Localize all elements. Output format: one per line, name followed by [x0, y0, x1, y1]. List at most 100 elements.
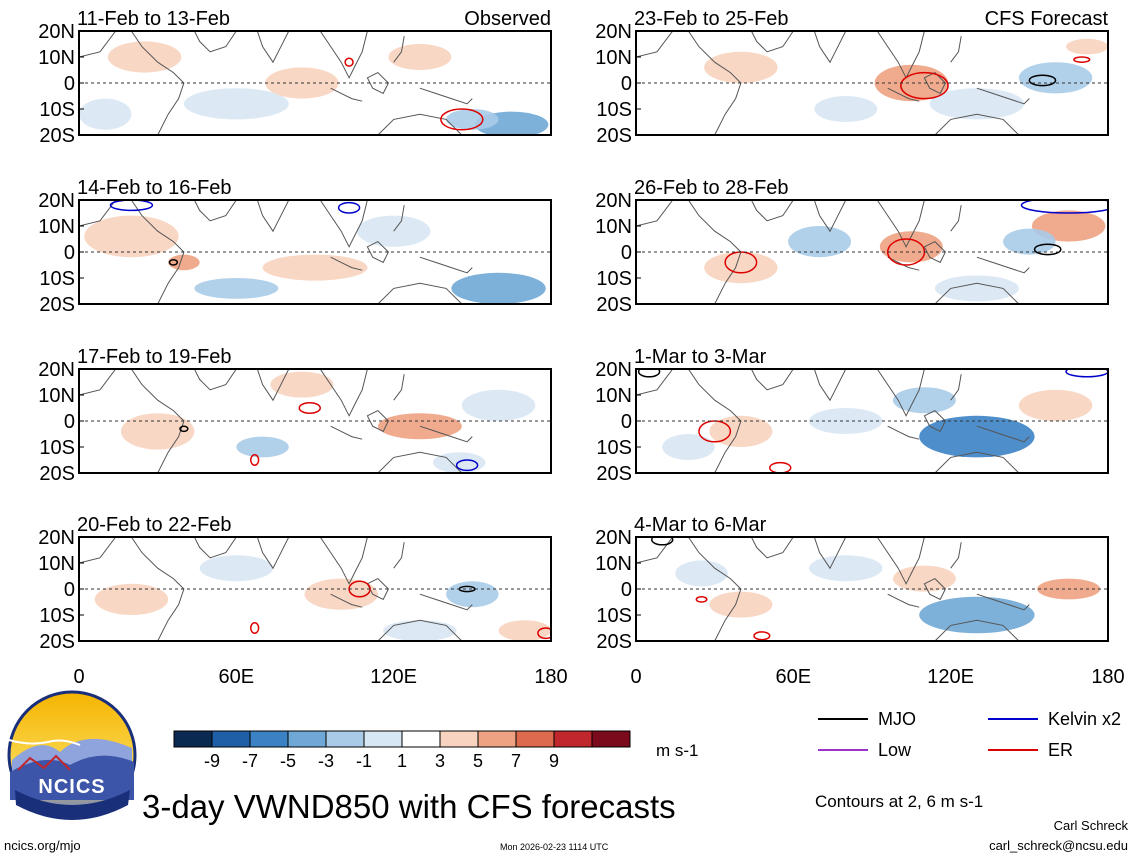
coastline: [813, 537, 847, 570]
coastline: [950, 36, 962, 63]
anomaly-shading: [1018, 389, 1093, 421]
coastline: [319, 369, 368, 417]
lat-tick-label: 10S: [39, 605, 75, 627]
lat-tick-label: 0: [621, 579, 632, 601]
lat-tick-label: 0: [64, 579, 75, 601]
coastline: [256, 369, 290, 402]
coastline: [636, 200, 742, 304]
lon-tick-label: 60E: [776, 666, 812, 688]
colorbar-tick-label: 9: [549, 751, 559, 771]
wave-contour: [900, 71, 949, 100]
coastline: [393, 36, 405, 63]
coastline: [193, 200, 237, 222]
lon-tick-label: 0: [73, 666, 84, 688]
contour-note: Contours at 2, 6 m s-1: [815, 792, 984, 811]
anomaly-shading: [814, 96, 878, 122]
lat-tick-label: 20S: [596, 463, 632, 485]
wave-contour: [637, 369, 661, 378]
coastline: [636, 31, 742, 135]
wave-contour: [1073, 56, 1091, 63]
lon-tick-label: 60E: [219, 666, 255, 688]
lat-tick-label: 20S: [39, 125, 75, 147]
coastline: [950, 374, 962, 401]
panel-date-label: 11-Feb to 13-Feb: [77, 8, 230, 30]
footer-author: Carl Schreck: [1053, 818, 1128, 833]
lat-tick-label: 20N: [38, 359, 75, 381]
coastline: [193, 31, 237, 53]
coastline: [330, 87, 363, 102]
coastline: [256, 31, 290, 64]
coastline: [750, 200, 794, 222]
lat-tick-label: 20N: [595, 359, 632, 381]
legend-label: ER: [1048, 740, 1073, 760]
wave-contour: [298, 402, 321, 414]
lat-tick-label: 20S: [39, 294, 75, 316]
anomaly-shading: [662, 434, 715, 460]
lat-tick-label: 20N: [595, 527, 632, 549]
coastline: [887, 87, 920, 102]
colorbar-tick-label: 1: [397, 751, 407, 771]
panel-date-label: 4-Mar to 6-Mar: [634, 514, 767, 536]
lat-tick-label: 10S: [596, 99, 632, 121]
lat-tick-label: 20S: [39, 631, 75, 653]
wave-contour: [1028, 74, 1057, 87]
coastline: [377, 113, 463, 135]
lat-tick-label: 0: [621, 242, 632, 264]
coastline: [750, 369, 794, 391]
coastline: [319, 537, 368, 585]
colorbar-swatch: [591, 730, 631, 748]
footer-url[interactable]: ncics.org/mjo: [4, 838, 81, 853]
anomaly-shading: [892, 565, 956, 592]
lon-tick-label: 0: [630, 666, 641, 688]
wave-contour: [179, 425, 189, 433]
anomaly-shading: [304, 578, 378, 610]
panel-tag: Observed: [464, 8, 551, 30]
coastline: [813, 31, 847, 64]
coastline: [934, 451, 1020, 473]
units-label: m s-1: [656, 741, 699, 760]
coastline: [393, 374, 405, 401]
colorbar-tick-label: -1: [356, 751, 372, 771]
coastline: [923, 240, 947, 264]
legend-label: Low: [878, 740, 912, 760]
coastline: [393, 205, 405, 232]
colorbar-swatch: [325, 730, 365, 748]
lat-tick-label: 10S: [596, 605, 632, 627]
colorbar-tick-label: 3: [435, 751, 445, 771]
anomaly-shading: [874, 64, 949, 102]
panel-date-label: 14-Feb to 16-Feb: [77, 177, 232, 199]
anomaly-shading: [262, 254, 368, 281]
wave-contour: [440, 108, 484, 131]
anomaly-shading: [199, 555, 274, 582]
coastline: [887, 593, 920, 608]
coastline: [419, 425, 473, 443]
anomaly-shading: [270, 371, 334, 398]
colorbar-tick-label: -9: [204, 751, 220, 771]
colorbar-tick-label: 5: [473, 751, 483, 771]
coastline: [366, 240, 390, 264]
anomaly-shading: [388, 44, 452, 70]
coastline: [976, 256, 1030, 274]
coastline: [934, 282, 1020, 304]
panel-date-label: 26-Feb to 28-Feb: [634, 177, 789, 199]
coastline: [950, 542, 962, 569]
lat-tick-label: 0: [621, 73, 632, 95]
anomaly-shading: [1066, 38, 1108, 55]
coastline: [876, 200, 925, 248]
colorbar-swatch: [287, 730, 327, 748]
lat-tick-label: 10N: [595, 47, 632, 69]
footer-email[interactable]: carl_schreck@ncsu.edu: [989, 838, 1128, 853]
coastline: [366, 577, 390, 601]
wave-contour: [455, 459, 479, 472]
colorbar-swatch: [401, 730, 441, 748]
wave-contour: [1033, 243, 1062, 256]
coastline: [950, 205, 962, 232]
coastline: [876, 369, 925, 417]
map-panel: 20N 10N 0 10S 20S 23-Feb to 25-Feb CFS Forecas…: [595, 8, 1109, 147]
coastline: [887, 425, 920, 440]
colorbar-tick-label: -3: [318, 751, 334, 771]
coastline: [923, 577, 947, 601]
lat-tick-label: 20N: [595, 190, 632, 212]
anomaly-shading: [1031, 210, 1106, 242]
